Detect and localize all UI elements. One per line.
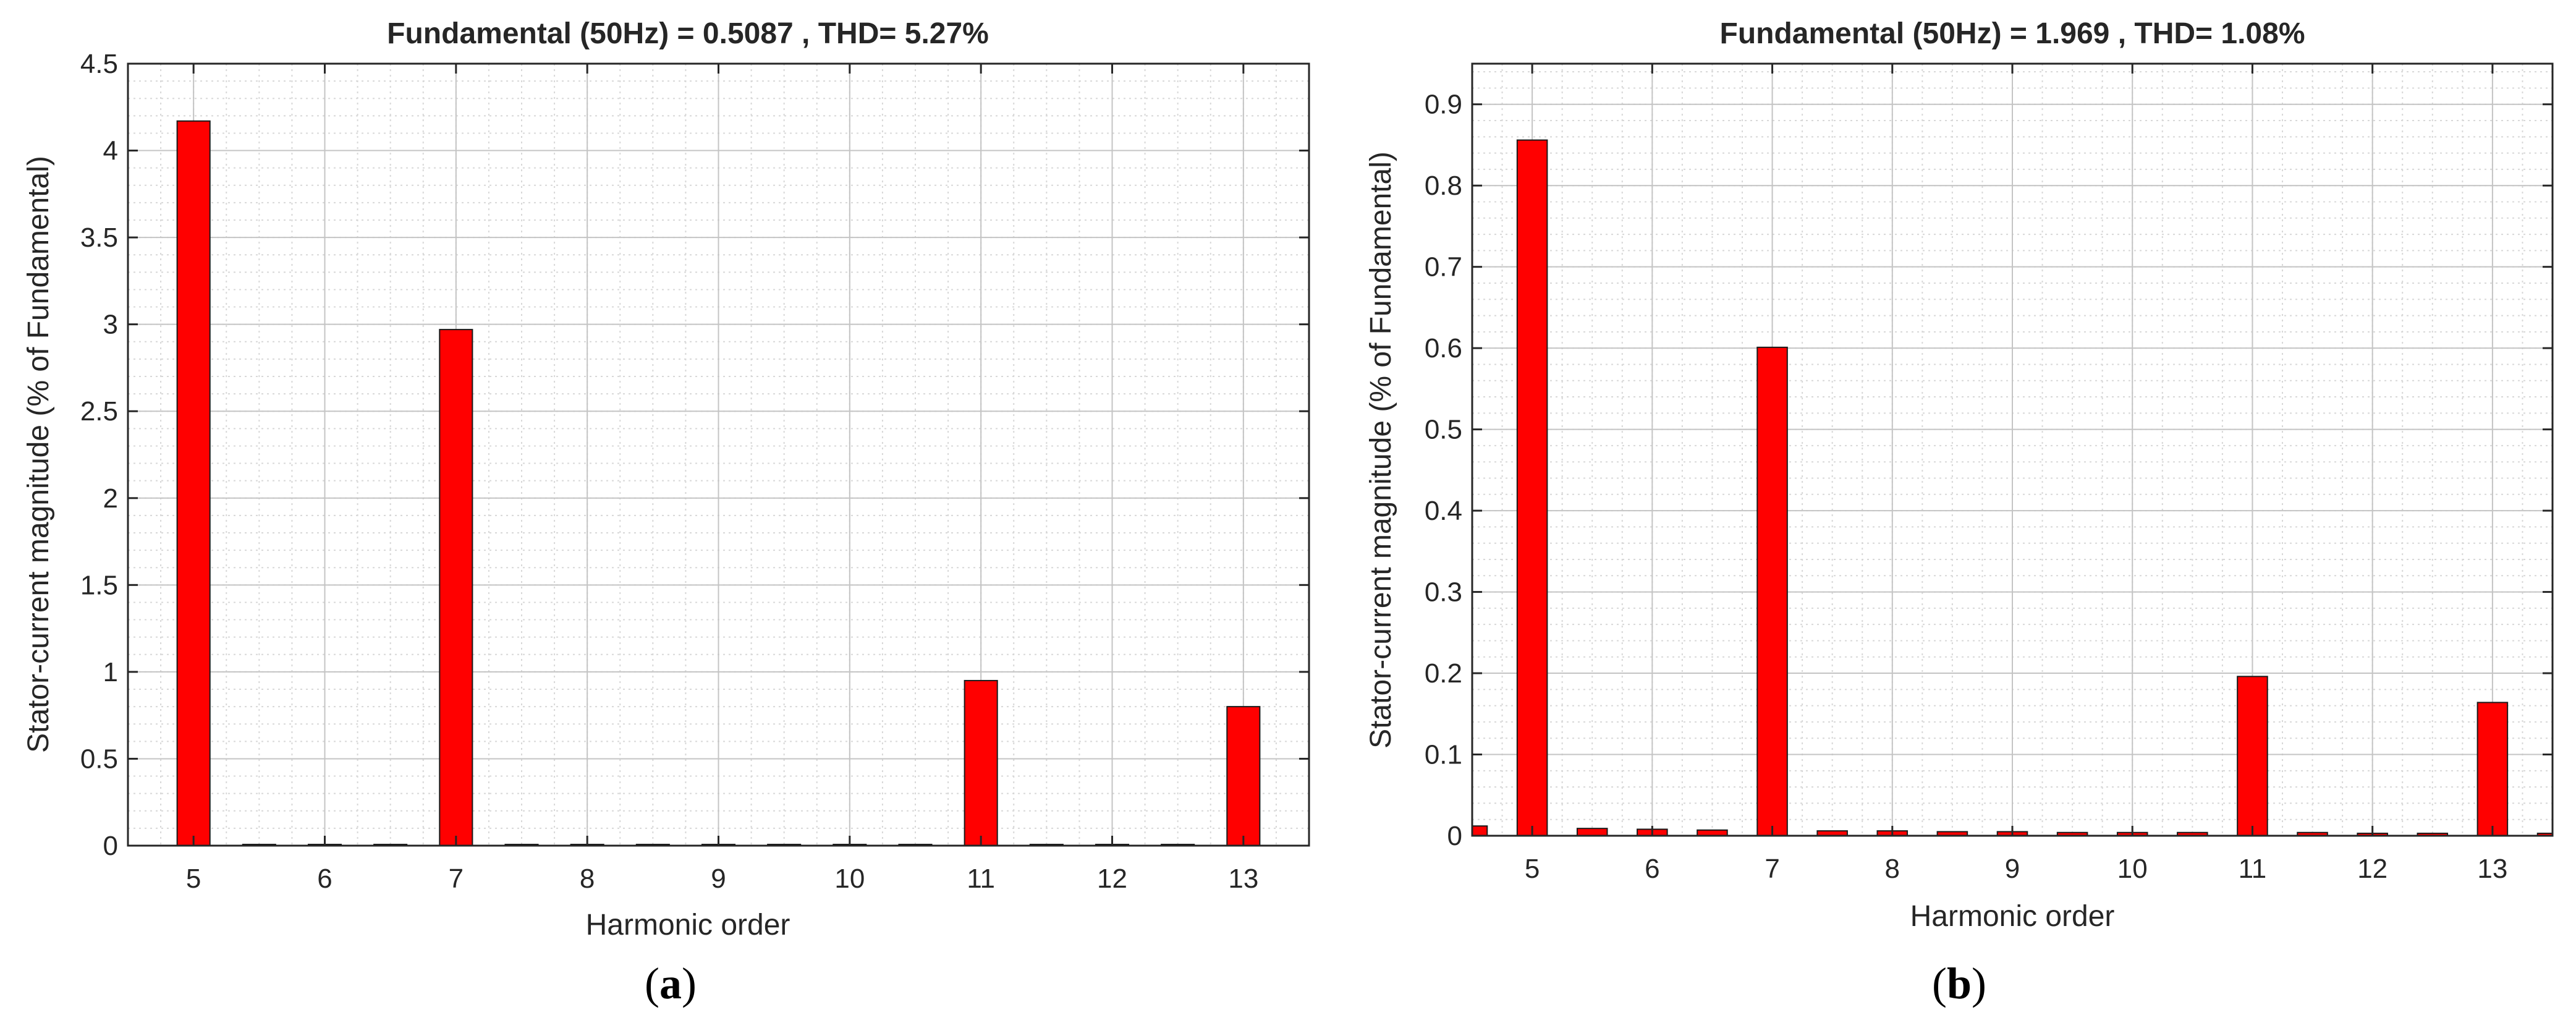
bar (1226, 706, 1261, 846)
chart-panel-b: 0 0.1 0.2 0.3 0.4 0.5 0.6 0.7 0.8 0.9 5 6 7 8 9 10 11 12… (1365, 17, 2554, 1008)
bar (176, 120, 211, 846)
x-tick-label: 11 (967, 864, 995, 894)
y-tick-label: 3 (103, 310, 118, 340)
y-tick-label: 1.5 (80, 570, 118, 600)
bars-a (176, 120, 1261, 846)
y-tick-label: 0.3 (1425, 577, 1462, 608)
y-tick-label: 3.5 (80, 223, 118, 253)
x-axis-label-b: Harmonic order (1910, 900, 2115, 933)
caption-open-paren: ( (1932, 959, 1947, 1008)
bar (1756, 346, 1788, 836)
x-tick-label: 10 (834, 864, 865, 894)
y-ticks-b: 0 0.1 0.2 0.3 0.4 0.5 0.6 0.7 0.8 0.9 (1425, 90, 2553, 851)
x-tick-label: 8 (1885, 854, 1900, 884)
bar (2237, 676, 2268, 836)
caption-open-paren: ( (645, 959, 659, 1008)
y-tick-label: 0.4 (1425, 496, 1462, 526)
x-tick-label: 9 (711, 864, 726, 894)
y-tick-label: 1 (103, 657, 118, 687)
x-tick-label: 13 (1228, 864, 1258, 894)
grid-a (127, 63, 1310, 846)
y-tick-label: 0 (103, 831, 118, 861)
y-tick-label: 0.5 (80, 744, 118, 774)
y-tick-label: 0.6 (1425, 333, 1462, 363)
y-tick-label: 0.7 (1425, 252, 1462, 282)
y-tick-label: 0.8 (1425, 171, 1462, 201)
x-ticks-a: 5 6 7 8 9 10 11 12 13 (186, 64, 1258, 894)
chart-title-a: Fundamental (50Hz) = 0.5087 , THD= 5.27% (387, 17, 989, 50)
x-tick-label: 5 (1525, 854, 1540, 884)
caption-letter-b: b (1947, 959, 1972, 1008)
x-tick-label: 10 (2117, 854, 2148, 884)
bar (1472, 825, 1488, 836)
y-tick-label: 2 (103, 483, 118, 514)
x-tick-label: 5 (186, 864, 201, 894)
x-tick-label: 11 (2239, 854, 2267, 884)
caption-letter-a: a (659, 959, 682, 1008)
bar (439, 329, 473, 846)
chart-title-b: Fundamental (50Hz) = 1.969 , THD= 1.08% (1720, 17, 2305, 50)
y-axis-label-a: Stator-current magnitude (% of Fundament… (22, 156, 55, 753)
caption-b: (b) (1932, 959, 1986, 1008)
y-tick-label: 0 (1447, 821, 1462, 851)
x-tick-label: 6 (1645, 854, 1659, 884)
y-tick-label: 4.5 (80, 49, 118, 79)
y-tick-label: 0.9 (1425, 90, 1462, 120)
x-tick-label: 12 (2357, 854, 2387, 884)
x-tick-label: 9 (2005, 854, 2020, 884)
chart-panel-a: 0 0.5 1 1.5 2 2.5 3 3.5 4 4.5 5 6 7 8 9 10 11 12 13 Funda… (22, 17, 1310, 1008)
y-ticks-a: 0 0.5 1 1.5 2 2.5 3 3.5 4 4.5 (80, 49, 1309, 861)
bar (1516, 139, 1548, 837)
y-tick-label: 4 (103, 136, 118, 166)
x-tick-label: 8 (580, 864, 595, 894)
bar (2476, 702, 2509, 837)
x-tick-label: 6 (317, 864, 332, 894)
caption-a: (a) (645, 959, 697, 1008)
x-tick-label: 7 (1765, 854, 1779, 884)
grid-b (1472, 64, 2553, 836)
x-tick-label: 7 (449, 864, 464, 894)
y-tick-label: 0.1 (1425, 740, 1462, 770)
x-ticks-b: 5 6 7 8 9 10 11 12 13 (1525, 64, 2507, 884)
caption-close-paren: ) (682, 959, 697, 1008)
y-tick-label: 0.5 (1425, 415, 1462, 445)
x-tick-label: 13 (2477, 854, 2507, 884)
bar (1576, 828, 1608, 836)
y-tick-label: 0.2 (1425, 658, 1462, 689)
bar (964, 679, 998, 846)
caption-close-paren: ) (1972, 959, 1986, 1008)
y-axis-label-b: Stator-current magnitude (% of Fundament… (1365, 151, 1397, 749)
y-tick-label: 2.5 (80, 396, 118, 427)
x-tick-label: 12 (1097, 864, 1127, 894)
x-axis-label-a: Harmonic order (586, 909, 790, 941)
